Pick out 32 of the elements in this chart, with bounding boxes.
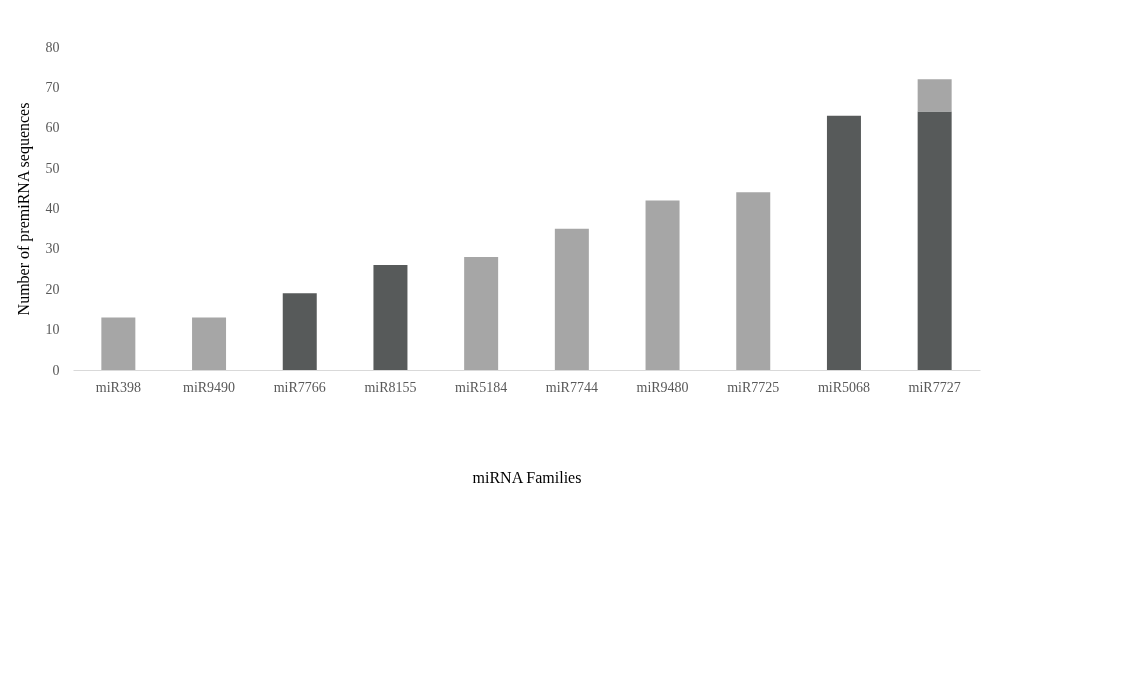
x-tick-label: miR5184 [455, 379, 508, 395]
y-tick-label: 60 [45, 120, 60, 136]
bar [736, 192, 771, 370]
y-tick-label: 80 [45, 39, 60, 55]
x-tick-label: miR7744 [545, 379, 598, 395]
bar [192, 317, 227, 370]
bar [554, 228, 589, 370]
bar [373, 265, 408, 370]
x-tick-label: miR8155 [364, 379, 417, 395]
y-tick-label: 70 [45, 79, 60, 95]
y-tick-label: 30 [45, 241, 60, 257]
y-tick-label: 10 [45, 322, 60, 338]
x-tick-label: miR5068 [817, 379, 871, 395]
x-tick-label: miR398 [95, 379, 141, 395]
bar [282, 293, 317, 370]
y-tick-label: 50 [45, 160, 60, 176]
y-tick-label: 20 [45, 281, 60, 297]
bar [464, 256, 499, 370]
bar [917, 79, 952, 112]
bar [101, 317, 136, 370]
y-axis-title: Number of premiRNA sequences [14, 102, 33, 316]
x-axis-title: miRNA Families [472, 468, 582, 486]
bar [645, 200, 680, 370]
y-tick-label: 40 [45, 201, 60, 216]
bar [826, 115, 861, 370]
x-tick-label: miR7727 [908, 379, 961, 395]
x-tick-label: miR9490 [182, 379, 236, 395]
bar [917, 111, 952, 370]
x-tick-label: miR7725 [727, 379, 780, 395]
y-tick-label: 0 [52, 362, 60, 378]
x-tick-label: miR7766 [273, 379, 326, 395]
x-tick-label: miR9480 [636, 379, 689, 395]
